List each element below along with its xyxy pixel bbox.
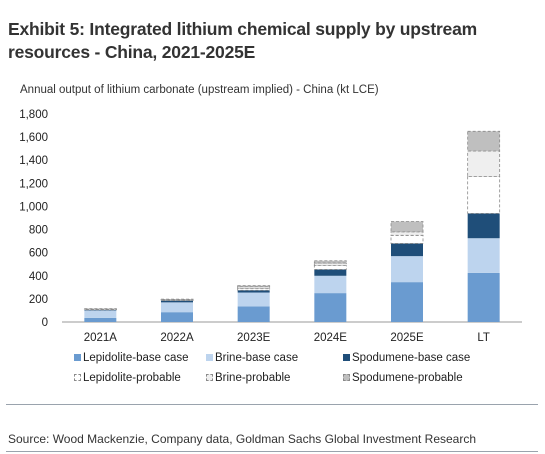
legend-label: Lepidolite-probable [83,372,181,384]
x-tick-label: 2024E [314,332,348,344]
legend-swatch [74,354,81,361]
y-tick-label: 1,600 [19,132,48,144]
bar-lepidolite-base [237,306,270,322]
legend-label: Lepidolite-base case [83,352,189,364]
bar-lepidolite-base [467,272,500,322]
bar-lepidolite-probable [467,175,501,214]
bar-lepidolite-base [161,312,193,322]
legend: Lepidolite-base case Brine-base case Spo… [0,352,545,392]
bar-lepidolite-probable [390,234,424,244]
bar-spodumene-base [84,309,117,311]
legend-swatch [74,374,81,381]
bar-lepidolite-base [314,293,347,322]
y-tick-label: 600 [29,248,48,260]
bar-spodumene-probable [313,260,347,264]
x-tick-label: 2025E [390,332,424,344]
y-tick-label: 0 [42,317,48,329]
legend-item-lepidolite-probable: Lepidolite-probable [74,372,181,384]
x-tick-label: 2021A [84,332,118,344]
bottom-divider-line [6,451,538,452]
legend-item-lepidolite-base: Lepidolite-base case [74,352,189,364]
bar-spodumene-probable [237,285,271,288]
bar-spodumene-probable [160,298,194,301]
bar-brine-base [161,302,193,313]
legend-item-spodumene-probable: Spodumene-probable [343,372,463,384]
legend-swatch [206,374,213,381]
bar-spodumene-probable [467,130,501,152]
bar-brine-probable [467,150,501,177]
legend-label: Brine-base case [215,352,299,364]
chart-title: Exhibit 5: Integrated lithium chemical s… [8,19,477,62]
bar-lepidolite-base [84,317,117,322]
legend-label: Spodumene-base case [352,352,471,364]
legend-swatch [343,354,350,361]
bar-brine-base [84,310,117,318]
x-tick-label: LT [477,332,490,344]
y-tick-label: 400 [29,271,48,283]
legend-label: Spodumene-probable [352,372,463,384]
bar-brine-base [314,275,347,294]
y-tick-label: 1,400 [19,155,48,167]
legend-item-brine-base: Brine-base case [206,352,298,364]
y-tick-label: 800 [29,225,48,237]
bar-spodumene-base [314,269,347,276]
x-tick-label: 2023E [237,332,271,344]
bar-brine-base [237,292,270,307]
bar-spodumene-base [161,300,193,303]
bar-spodumene-probable [83,308,117,310]
bar-spodumene-base [237,290,270,293]
x-tick-label: 2022A [160,332,194,344]
y-tick-label: 1,800 [19,109,48,121]
y-tick-label: 1,000 [19,201,48,213]
y-tick-label: 1,200 [19,178,48,190]
legend-item-spodumene-base: Spodumene-base case [343,352,470,364]
bar-spodumene-base [467,213,500,239]
y-tick-label: 200 [29,294,48,306]
bar-chart: 0 200 400 600 800 1,000 1,200 1,400 1,600 1,800 20… [19,109,522,344]
legend-swatch [343,374,350,381]
bar-lepidolite-probable [313,264,347,270]
legend-label: Brine-probable [215,372,291,384]
chart-subtitle: Annual output of lithium carbonate (upst… [20,84,379,96]
legend-swatch [206,354,213,361]
bar-lepidolite-base [391,282,423,322]
source-note: Source: Wood Mackenzie, Company data, Go… [8,432,477,446]
divider-line [6,404,538,405]
bar-spodumene-base [391,243,423,257]
bar-spodumene-probable [390,221,424,233]
bar-brine-base [467,238,500,273]
bar-brine-probable [390,231,424,236]
bar-brine-base [391,256,423,283]
legend-item-brine-probable: Brine-probable [206,372,290,384]
